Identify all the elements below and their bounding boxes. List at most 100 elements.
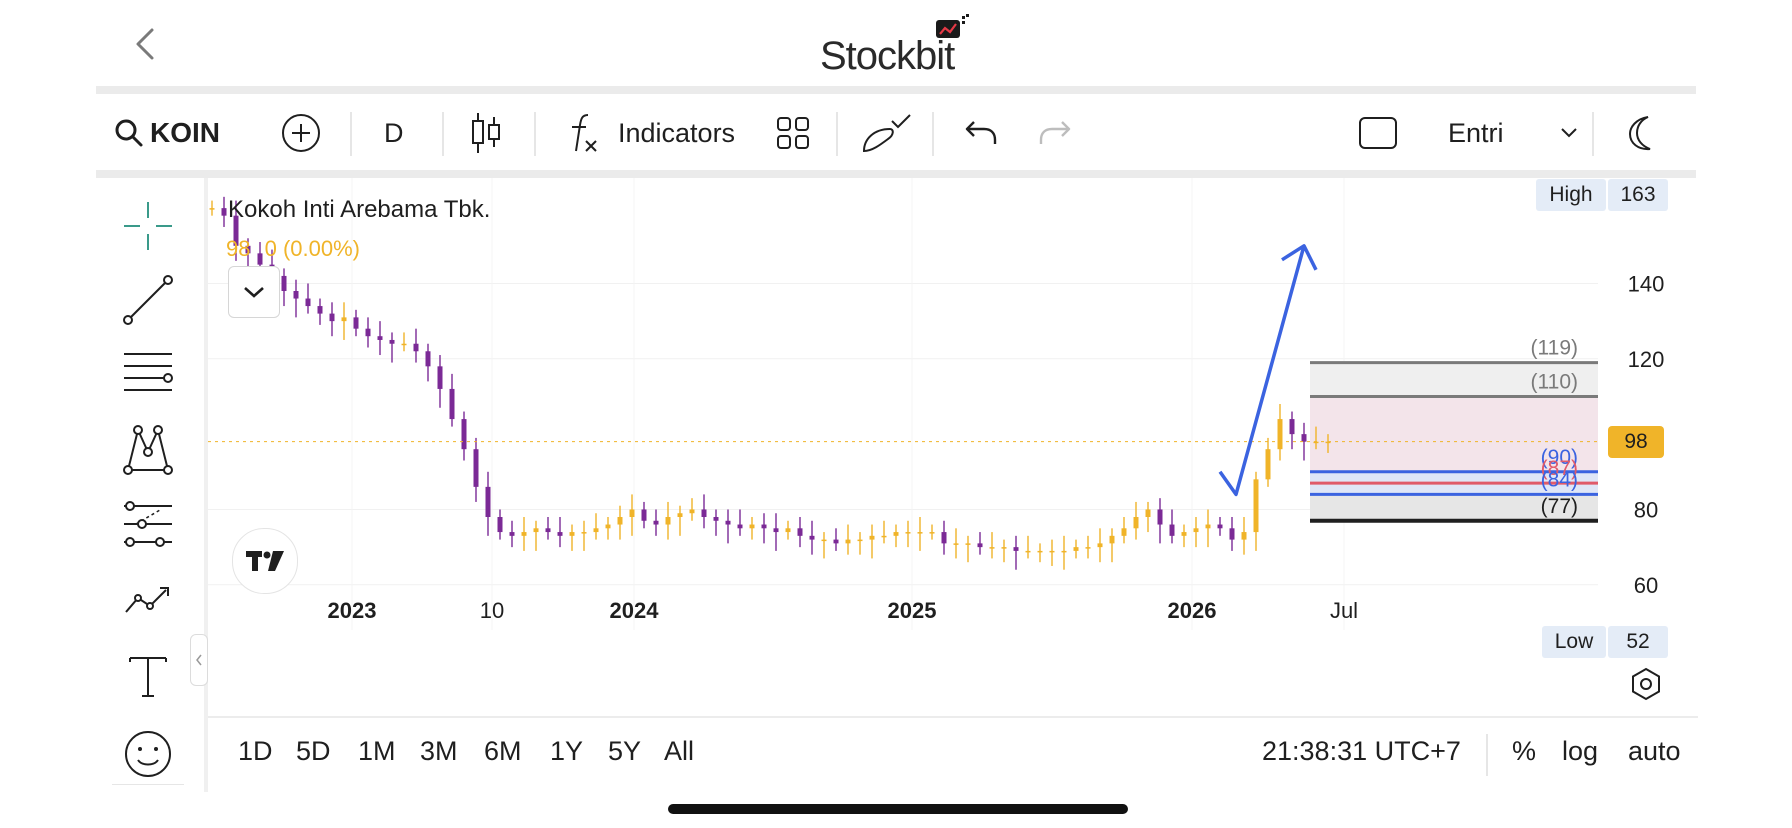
- layout-select[interactable]: Entri: [1448, 96, 1504, 170]
- time-tick-label: 2023: [328, 598, 377, 623]
- trend-line-tool[interactable]: [120, 272, 176, 328]
- price-body: [437, 366, 443, 389]
- price-body: [917, 532, 923, 534]
- symbol-search-button[interactable]: KOIN: [114, 96, 220, 170]
- price-body: [1277, 419, 1283, 450]
- price-body: [941, 532, 947, 544]
- price-body: [1133, 517, 1139, 529]
- legend-toggle-button[interactable]: [228, 266, 280, 318]
- price-chart[interactable]: (119) (110) (90)(87)(84) (77) 60 80 120 140 202…: [208, 178, 1698, 716]
- indicators-button[interactable]: Indicators: [566, 96, 735, 170]
- chart-toolbar: KOIN D Indicators: [96, 96, 1696, 170]
- price-body: [473, 449, 479, 487]
- tradingview-logo[interactable]: [232, 528, 298, 594]
- price-body: [557, 532, 563, 536]
- home-indicator: [668, 804, 1128, 814]
- redo-button[interactable]: [1038, 96, 1072, 170]
- price-body: [797, 528, 803, 536]
- price-body: [701, 509, 707, 517]
- price-body: [497, 517, 503, 533]
- price-body: [1109, 535, 1115, 544]
- range-6m-button[interactable]: 6M: [484, 736, 522, 766]
- price-body: [725, 520, 731, 525]
- legend-last-price: 98: [226, 236, 251, 261]
- forecast-icon: [124, 501, 172, 547]
- auto-scale-button[interactable]: auto: [1628, 736, 1681, 766]
- price-body: [1013, 547, 1019, 551]
- chart-grid: [208, 178, 1598, 630]
- interval-button[interactable]: D: [384, 96, 404, 170]
- user-drawings[interactable]: [1218, 244, 1318, 497]
- bottombar-divider: [208, 716, 1698, 718]
- horizontal-lines-tool[interactable]: [120, 346, 176, 402]
- price-body: [1289, 419, 1295, 435]
- bottombar-divider: [1486, 734, 1488, 776]
- compare-button[interactable]: [280, 96, 322, 170]
- range-5d-button[interactable]: 5D: [296, 736, 331, 766]
- forecast-tool[interactable]: [120, 496, 176, 552]
- price-body: [713, 517, 719, 521]
- zone-lower: [1310, 494, 1598, 521]
- clock[interactable]: 21:38:31 UTC+7: [1262, 736, 1461, 766]
- logo-chart-icon: [936, 14, 969, 38]
- price-body: [953, 543, 959, 545]
- price-body: [641, 509, 647, 521]
- toolbar-divider: [932, 112, 934, 156]
- chart-area[interactable]: (119) (110) (90) (87) (84) (77) 60 80 120 140 202…: [208, 178, 1698, 716]
- log-scale-button[interactable]: log: [1562, 736, 1599, 766]
- zone-middle: [1310, 396, 1598, 472]
- price-body: [1217, 524, 1223, 529]
- price-body: [509, 532, 515, 536]
- price-body: [1121, 528, 1127, 536]
- price-body: [977, 543, 983, 548]
- range-3m-button[interactable]: 3M: [420, 736, 458, 766]
- high-label: High: [1536, 179, 1606, 211]
- chart-settings-button[interactable]: [1628, 666, 1664, 702]
- price-body: [1061, 550, 1067, 553]
- price-body: [785, 528, 791, 533]
- range-5y-button[interactable]: 5Y: [608, 736, 642, 766]
- price-body: [629, 509, 635, 517]
- price-body: [857, 539, 863, 542]
- collapse-sidebar-button[interactable]: [190, 634, 208, 686]
- range-1m-button[interactable]: 1M: [358, 736, 396, 766]
- price-body: [545, 528, 551, 533]
- price-body: [1097, 543, 1103, 548]
- back-button[interactable]: [126, 24, 166, 64]
- company-name: Kokoh Inti Arebama Tbk.: [228, 196, 491, 223]
- range-all-button[interactable]: All: [664, 736, 695, 766]
- price-body: [773, 528, 779, 533]
- pattern-tool[interactable]: [120, 422, 176, 478]
- toolbar-divider: [534, 112, 536, 156]
- price-body: [293, 291, 299, 299]
- chevron-down-icon: [1561, 128, 1577, 138]
- text-tool[interactable]: [120, 648, 176, 704]
- price-body: [821, 539, 827, 542]
- layout-select-label: Entri: [1448, 117, 1504, 148]
- fullscreen-button[interactable]: [1358, 96, 1398, 170]
- theme-toggle-button[interactable]: [1622, 96, 1658, 170]
- price-body: [893, 532, 899, 536]
- price-body: [245, 245, 251, 254]
- range-1d-button[interactable]: 1D: [238, 736, 273, 766]
- settings-hexagon-icon: [1632, 667, 1660, 701]
- price-body: [257, 253, 263, 265]
- legend-quote: 98 0 (0.00%): [226, 236, 360, 262]
- crosshair-tool[interactable]: [120, 198, 176, 254]
- price-body: [1025, 550, 1031, 553]
- chevron-left-small-icon: [196, 654, 202, 666]
- drawing-template-button[interactable]: [860, 96, 914, 170]
- layout-dropdown-button[interactable]: [1560, 96, 1578, 170]
- time-tick-label: 10: [480, 598, 504, 623]
- range-1y-button[interactable]: 1Y: [550, 736, 584, 766]
- emoji-tool[interactable]: [120, 726, 176, 782]
- current-price-tag: 98: [1608, 425, 1664, 458]
- layouts-button[interactable]: [776, 96, 810, 170]
- path-tool[interactable]: [120, 572, 176, 628]
- price-body: [341, 317, 347, 322]
- toolbar-divider: [836, 112, 838, 156]
- price-body: [1049, 550, 1055, 553]
- chart-type-button[interactable]: [470, 96, 502, 170]
- percent-scale-button[interactable]: %: [1512, 736, 1537, 766]
- undo-button[interactable]: [964, 96, 998, 170]
